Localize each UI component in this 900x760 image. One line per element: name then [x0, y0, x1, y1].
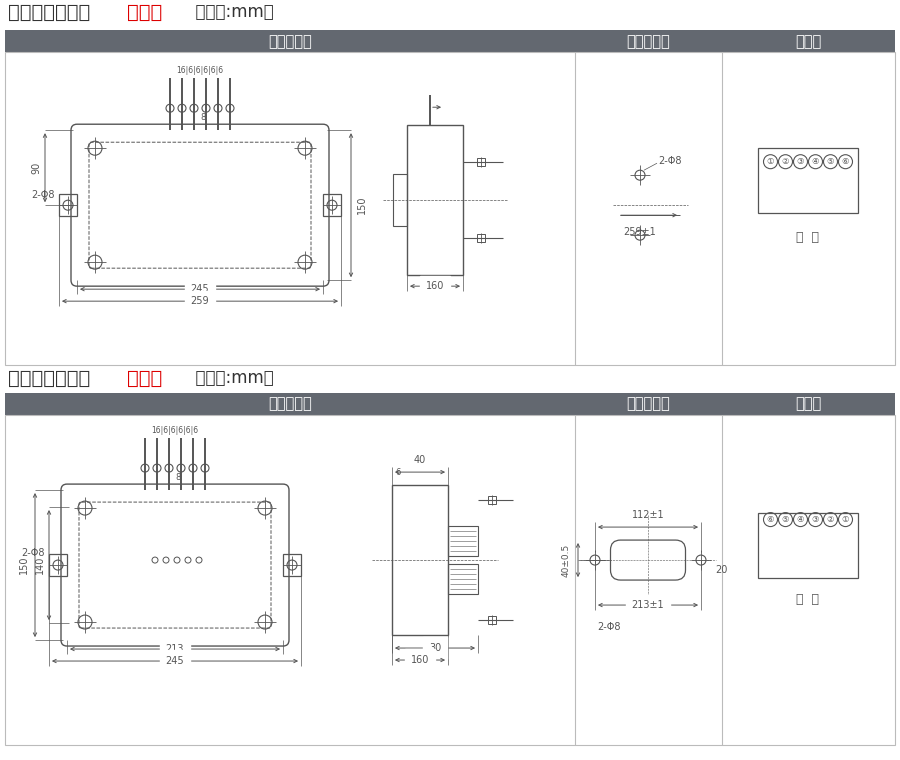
Text: 160: 160 — [426, 281, 445, 291]
Text: 前接线: 前接线 — [127, 3, 162, 22]
Text: ④: ④ — [812, 157, 819, 166]
Bar — [758, 512, 858, 578]
Text: 8: 8 — [176, 473, 181, 482]
Bar — [49, 554, 67, 576]
Text: 背  视: 背 视 — [796, 593, 820, 606]
Text: 213±1: 213±1 — [632, 600, 664, 610]
Text: 2-Φ8: 2-Φ8 — [597, 622, 620, 632]
Text: 30: 30 — [429, 643, 441, 653]
Text: 单相过流凸出式: 单相过流凸出式 — [8, 369, 90, 388]
Text: ⑥: ⑥ — [767, 515, 774, 524]
Text: ⑥: ⑥ — [842, 157, 850, 166]
Text: ③: ③ — [796, 157, 805, 166]
Text: 259±1: 259±1 — [624, 227, 656, 237]
Text: 8: 8 — [201, 113, 206, 122]
Bar — [5, 393, 575, 415]
Text: 90: 90 — [31, 162, 41, 174]
Bar — [393, 174, 407, 226]
Bar — [5, 415, 895, 745]
Bar — [323, 195, 341, 216]
Text: ④: ④ — [796, 515, 805, 524]
Text: 安装开孔图: 安装开孔图 — [626, 33, 670, 49]
Text: （单位:mm）: （单位:mm） — [185, 3, 274, 21]
Bar — [392, 485, 448, 635]
Text: 150: 150 — [357, 196, 367, 214]
Bar — [722, 30, 895, 52]
Bar — [477, 234, 485, 242]
Text: 外形尺寸图: 外形尺寸图 — [268, 33, 312, 49]
Bar — [59, 195, 77, 216]
Text: 2-Φ8: 2-Φ8 — [658, 157, 681, 166]
Text: ⑤: ⑤ — [827, 157, 834, 166]
Text: 前  视: 前 视 — [796, 231, 820, 244]
Text: 150: 150 — [19, 556, 29, 575]
Text: ①: ① — [842, 515, 850, 524]
Text: ②: ② — [827, 515, 834, 524]
Text: 20: 20 — [715, 565, 727, 575]
Bar — [283, 554, 301, 576]
Bar — [448, 526, 478, 556]
Text: 16|6|6|6|6|6: 16|6|6|6|6|6 — [151, 426, 199, 435]
Bar — [575, 393, 722, 415]
Bar — [5, 30, 575, 52]
Text: 259: 259 — [191, 296, 210, 306]
Text: 单相过流凸出式: 单相过流凸出式 — [8, 3, 90, 22]
Text: 端子图: 端子图 — [796, 33, 822, 49]
Bar — [758, 147, 858, 213]
Text: 6: 6 — [395, 468, 400, 477]
Bar — [477, 158, 485, 166]
Text: 112±1: 112±1 — [632, 510, 664, 520]
Text: 213: 213 — [166, 644, 184, 654]
Text: 安装开孔图: 安装开孔图 — [626, 397, 670, 412]
Text: 140: 140 — [35, 556, 45, 575]
Text: 40±0.5: 40±0.5 — [562, 543, 571, 577]
Text: 40: 40 — [414, 455, 426, 465]
Text: 160: 160 — [410, 655, 429, 665]
Text: ①: ① — [767, 157, 774, 166]
Text: 16|6|6|6|6|6: 16|6|6|6|6|6 — [176, 66, 223, 75]
Bar — [575, 30, 722, 52]
Text: 外形尺寸图: 外形尺寸图 — [268, 397, 312, 412]
Bar — [407, 125, 463, 275]
Bar — [448, 564, 478, 594]
Bar — [488, 616, 496, 624]
Text: 245: 245 — [191, 284, 210, 294]
Bar — [722, 393, 895, 415]
Text: ⑤: ⑤ — [782, 515, 789, 524]
Text: ③: ③ — [812, 515, 819, 524]
Text: 2-Φ8: 2-Φ8 — [22, 548, 45, 558]
Text: 端子图: 端子图 — [796, 397, 822, 412]
Bar — [488, 496, 496, 504]
Bar — [5, 52, 895, 365]
Text: （单位:mm）: （单位:mm） — [185, 369, 274, 387]
Text: 后接线: 后接线 — [127, 369, 162, 388]
Text: ②: ② — [782, 157, 789, 166]
Text: 245: 245 — [166, 656, 184, 666]
Text: 2-Φ8: 2-Φ8 — [32, 190, 55, 200]
